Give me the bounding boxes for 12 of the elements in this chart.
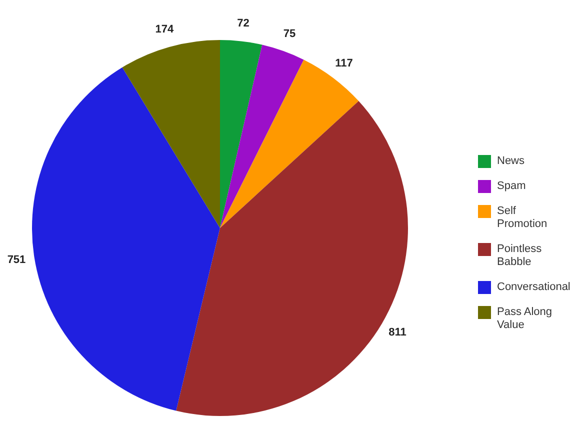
legend-label: Self Promotion	[497, 205, 548, 231]
data-label: 75	[283, 28, 296, 40]
legend-label: Conversational	[497, 281, 570, 294]
data-label: 751	[7, 254, 26, 266]
data-label: 174	[155, 24, 174, 36]
data-label: 72	[237, 17, 250, 30]
data-label: 117	[335, 57, 353, 70]
legend-label: Pass Along Value	[497, 306, 554, 332]
legend-label: Spam	[497, 180, 526, 193]
legend-label: Pointless Babble	[497, 243, 543, 269]
legend-label: News	[497, 155, 525, 168]
data-label: 811	[388, 326, 406, 339]
